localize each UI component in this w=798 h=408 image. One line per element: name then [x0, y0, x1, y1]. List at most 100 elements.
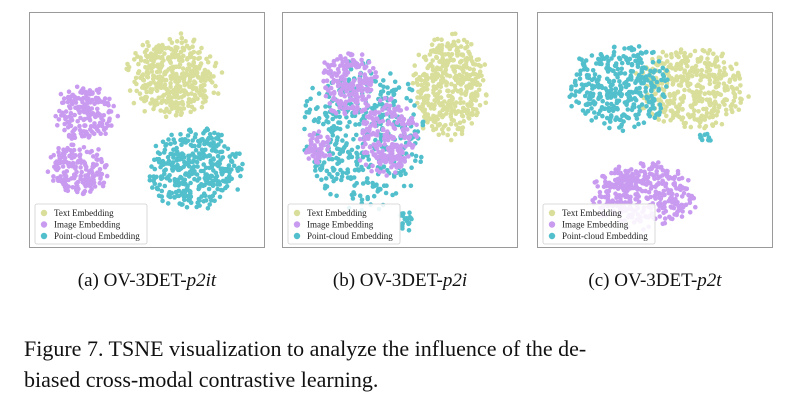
point-image-embedding — [76, 158, 81, 164]
point-point-cloud-embedding — [405, 81, 411, 87]
point-point-cloud-embedding — [613, 71, 618, 77]
point-point-cloud-embedding — [220, 178, 226, 184]
point-point-cloud-embedding — [630, 69, 636, 74]
point-point-cloud-embedding — [611, 44, 617, 50]
point-point-cloud-embedding — [188, 129, 194, 134]
point-point-cloud-embedding — [599, 85, 605, 91]
point-point-cloud-embedding — [337, 151, 343, 157]
legend-marker — [40, 209, 48, 217]
point-text-embedding — [191, 97, 196, 102]
point-image-embedding — [83, 175, 88, 181]
point-point-cloud-embedding — [235, 168, 241, 173]
point-image-embedding — [99, 159, 104, 165]
point-text-embedding — [151, 63, 157, 69]
point-point-cloud-embedding — [337, 126, 343, 132]
point-point-cloud-embedding — [304, 99, 310, 104]
point-image-embedding — [616, 193, 622, 198]
point-text-embedding — [445, 108, 450, 113]
point-point-cloud-embedding — [609, 114, 614, 119]
point-point-cloud-embedding — [176, 183, 181, 188]
point-image-embedding — [637, 186, 643, 192]
point-text-embedding — [448, 93, 453, 99]
point-text-embedding — [711, 51, 716, 57]
point-text-embedding — [448, 111, 454, 117]
point-image-embedding — [331, 96, 336, 102]
point-image-embedding — [322, 60, 327, 65]
point-image-embedding — [94, 152, 100, 158]
point-image-embedding — [630, 176, 635, 182]
point-text-embedding — [678, 47, 684, 52]
point-image-embedding — [652, 162, 658, 168]
point-point-cloud-embedding — [204, 154, 210, 159]
point-point-cloud-embedding — [207, 165, 212, 171]
point-point-cloud-embedding — [218, 167, 224, 172]
point-point-cloud-embedding — [636, 44, 642, 49]
point-image-embedding — [660, 168, 666, 173]
point-point-cloud-embedding — [609, 92, 614, 98]
point-point-cloud-embedding — [413, 153, 419, 159]
point-text-embedding — [157, 49, 162, 55]
point-text-embedding — [419, 82, 424, 88]
point-point-cloud-embedding — [206, 135, 212, 141]
point-point-cloud-embedding — [655, 111, 661, 116]
point-point-cloud-embedding — [178, 132, 183, 137]
point-image-embedding — [81, 145, 87, 150]
point-image-embedding — [394, 120, 400, 125]
point-image-embedding — [315, 152, 321, 157]
point-image-embedding — [69, 176, 74, 181]
point-text-embedding — [713, 120, 719, 125]
point-text-embedding — [695, 82, 701, 87]
point-image-embedding — [414, 134, 420, 139]
point-text-embedding — [729, 102, 735, 107]
point-text-embedding — [691, 112, 696, 117]
point-text-embedding — [448, 137, 454, 143]
point-point-cloud-embedding — [652, 115, 658, 120]
legend-box — [287, 203, 401, 245]
point-image-embedding — [666, 190, 671, 196]
point-image-embedding — [61, 100, 66, 105]
point-point-cloud-embedding — [192, 176, 197, 182]
point-image-embedding — [597, 199, 602, 205]
point-point-cloud-embedding — [578, 68, 583, 74]
point-point-cloud-embedding — [577, 71, 583, 77]
point-image-embedding — [63, 175, 68, 180]
point-image-embedding — [376, 110, 382, 115]
point-image-embedding — [338, 75, 344, 80]
point-text-embedding — [167, 37, 173, 42]
point-point-cloud-embedding — [206, 186, 212, 192]
point-point-cloud-embedding — [313, 164, 318, 169]
point-text-embedding — [679, 79, 684, 85]
point-point-cloud-embedding — [584, 90, 590, 95]
point-point-cloud-embedding — [609, 56, 614, 61]
point-image-embedding — [629, 167, 634, 172]
point-image-embedding — [68, 123, 74, 129]
point-text-embedding — [417, 105, 422, 110]
point-point-cloud-embedding — [654, 79, 660, 85]
point-point-cloud-embedding — [359, 164, 364, 170]
point-image-embedding — [327, 152, 333, 158]
point-point-cloud-embedding — [657, 69, 662, 74]
point-text-embedding — [468, 102, 473, 108]
point-image-embedding — [340, 59, 345, 65]
point-point-cloud-embedding — [573, 89, 579, 94]
subcaption-c: (c) OV-3DET-p2t — [535, 270, 775, 292]
point-text-embedding — [738, 83, 743, 88]
point-point-cloud-embedding — [355, 152, 360, 157]
point-text-embedding — [181, 93, 187, 98]
point-point-cloud-embedding — [378, 82, 383, 88]
point-text-embedding — [693, 101, 698, 106]
point-point-cloud-embedding — [401, 183, 407, 189]
point-text-embedding — [168, 103, 173, 108]
point-image-embedding — [642, 171, 648, 177]
point-text-embedding — [449, 43, 454, 49]
point-point-cloud-embedding — [589, 53, 595, 58]
point-text-embedding — [422, 107, 428, 113]
point-text-embedding — [674, 74, 680, 79]
point-point-cloud-embedding — [316, 116, 322, 121]
point-text-embedding — [717, 73, 722, 78]
point-text-embedding — [679, 115, 685, 121]
point-point-cloud-embedding — [637, 91, 642, 96]
point-point-cloud-embedding — [646, 99, 652, 105]
point-text-embedding — [434, 85, 439, 91]
point-image-embedding — [594, 179, 599, 184]
